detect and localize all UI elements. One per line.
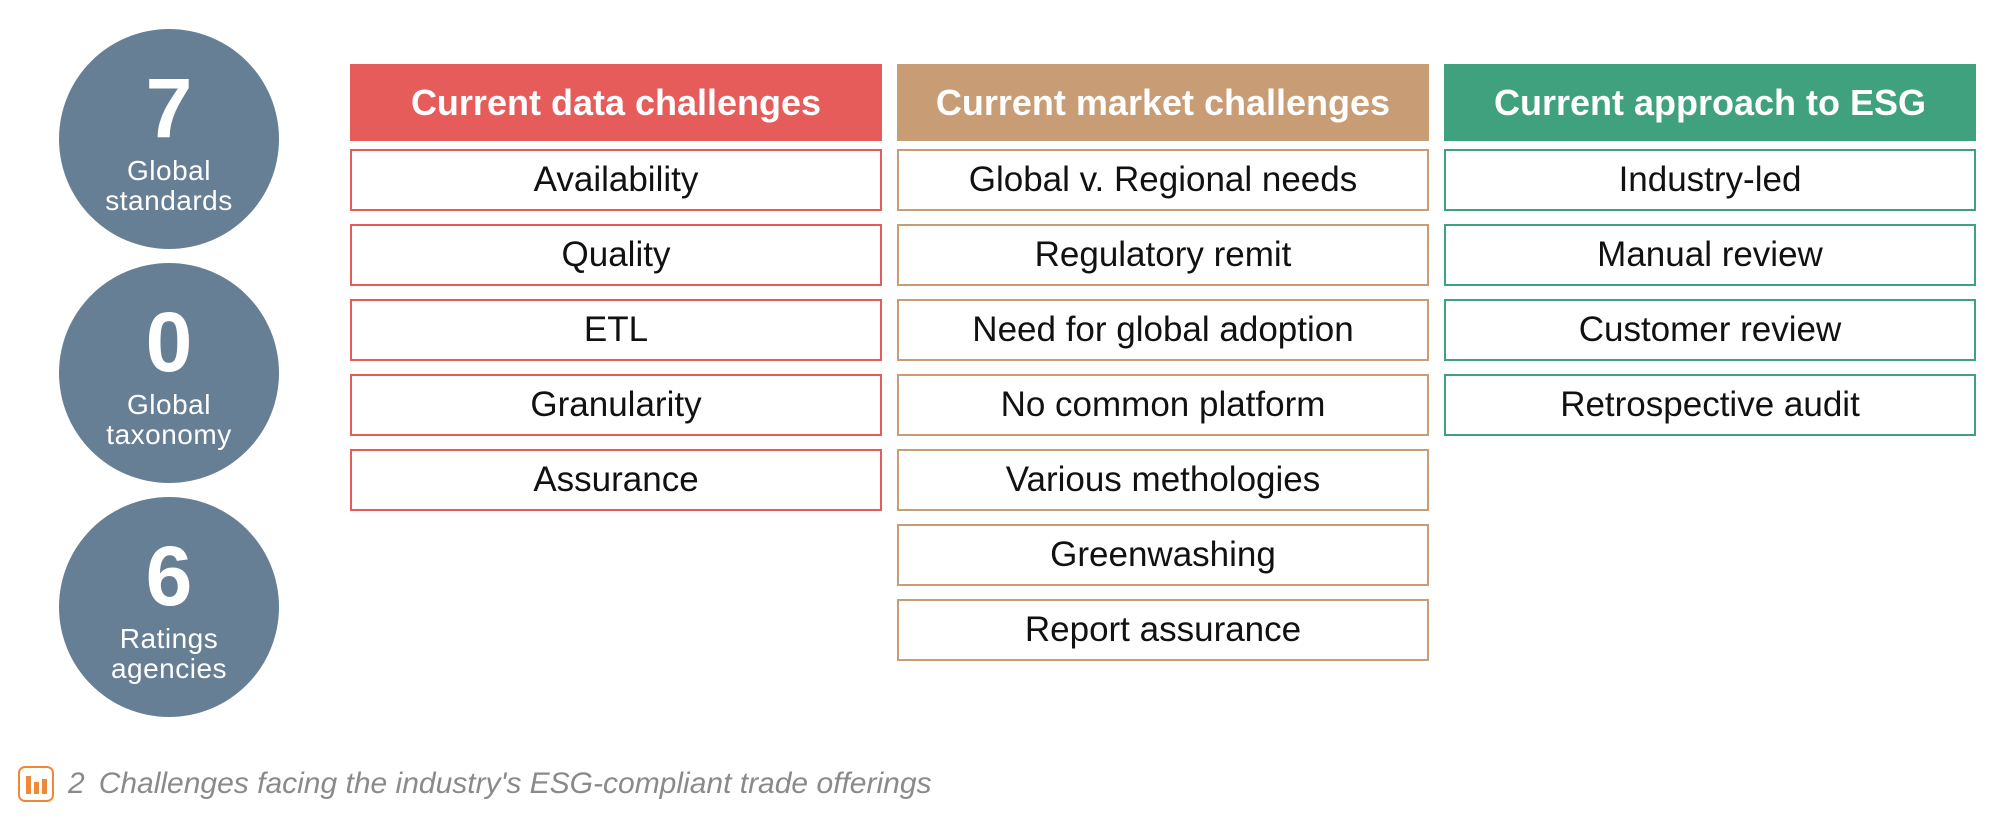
challenge-item: Customer review — [1444, 299, 1976, 361]
challenge-item: Quality — [350, 224, 882, 286]
column-items-list: Global v. Regional needs Regulatory remit… — [897, 149, 1429, 661]
challenge-item: Various methologies — [897, 449, 1429, 511]
stat-label: Ratings agencies — [111, 624, 227, 684]
stat-number: 6 — [145, 529, 193, 623]
column-items-list: Availability Quality ETL Granularity Assuran… — [350, 149, 882, 511]
column-header: Current data challenges — [350, 64, 882, 141]
stat-number: 0 — [145, 295, 193, 389]
challenge-item: ETL — [350, 299, 882, 361]
challenge-item: Availability — [350, 149, 882, 211]
challenge-item: Retrospective audit — [1444, 374, 1976, 436]
stat-label-line: taxonomy — [106, 419, 232, 450]
column-header: Current approach to ESG — [1444, 64, 1976, 141]
challenge-item: Global v. Regional needs — [897, 149, 1429, 211]
challenge-item: Regulatory remit — [897, 224, 1429, 286]
column-items-list: Industry-led Manual review Customer review… — [1444, 149, 1976, 436]
challenge-item: Need for global adoption — [897, 299, 1429, 361]
caption-text: Challenges facing the industry's ESG-com… — [98, 767, 932, 800]
challenge-item: Report assurance — [897, 599, 1429, 661]
stat-label: Global taxonomy — [106, 390, 231, 450]
stat-circle-ratings-agencies: 6 Ratings agencies — [59, 497, 279, 717]
figure-caption: 2 Challenges facing the industry's ESG-c… — [18, 764, 932, 804]
challenge-item: Manual review — [1444, 224, 1976, 286]
stat-label: Global standards — [105, 156, 232, 216]
stat-label-line: Ratings — [119, 623, 219, 654]
column-approach-to-esg: Current approach to ESG Industry-led Manu… — [1444, 64, 1976, 436]
challenge-item: Greenwashing — [897, 524, 1429, 586]
caption-number: 2 — [68, 767, 85, 800]
stat-circle-global-taxonomy: 0 Global taxonomy — [59, 263, 279, 483]
stat-label-line: Global — [127, 389, 211, 420]
stat-label-line: standards — [105, 185, 233, 216]
bar-chart-icon — [18, 766, 54, 802]
stat-label-line: Global — [127, 155, 211, 186]
challenge-item: No common platform — [897, 374, 1429, 436]
stat-circle-global-standards: 7 Global standards — [59, 29, 279, 249]
stat-label-line: agencies — [110, 653, 228, 684]
column-header: Current market challenges — [897, 64, 1429, 141]
stat-number: 7 — [145, 61, 193, 155]
challenge-item: Industry-led — [1444, 149, 1976, 211]
column-market-challenges: Current market challenges Global v. Regi… — [897, 64, 1429, 661]
challenge-item: Granularity — [350, 374, 882, 436]
column-data-challenges: Current data challenges Availability Qual… — [350, 64, 882, 511]
challenge-item: Assurance — [350, 449, 882, 511]
